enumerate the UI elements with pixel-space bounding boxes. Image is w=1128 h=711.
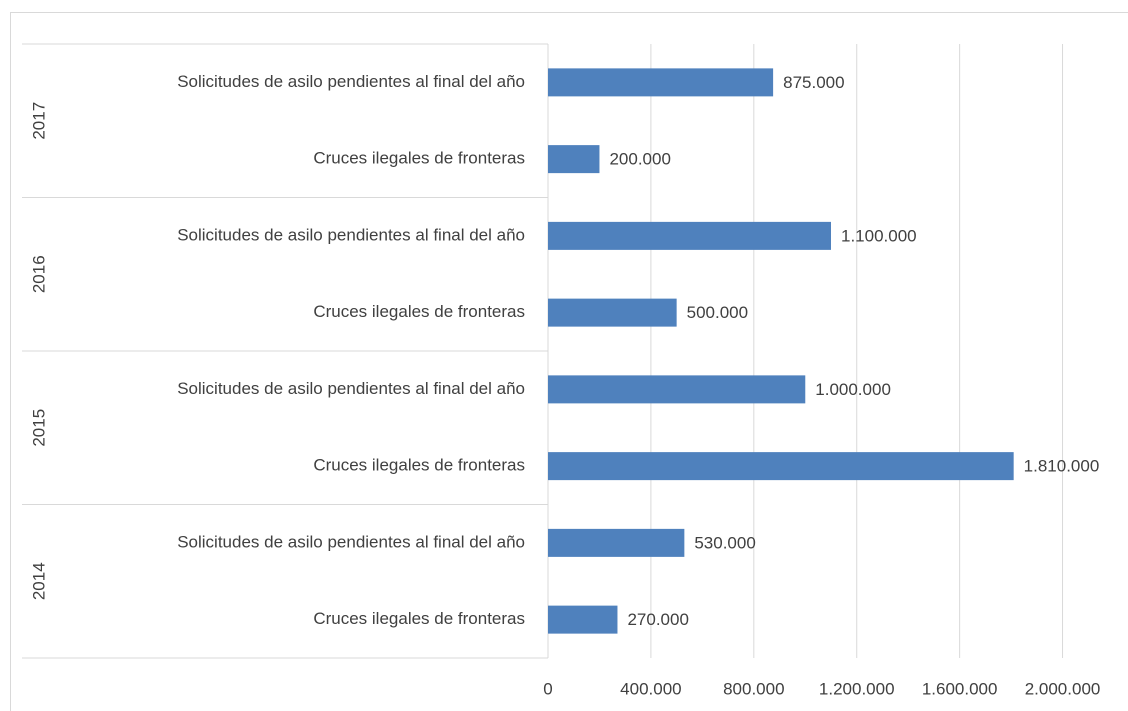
group-label: 2016 [29, 255, 48, 293]
y-tick-label: Solicitudes de asilo pendientes al final… [177, 225, 525, 244]
data-label: 200.000 [609, 150, 670, 169]
x-tick-label: 800.000 [723, 679, 784, 698]
data-label: 270.000 [627, 610, 688, 629]
bar [548, 145, 600, 174]
x-tick-label: 400.000 [620, 679, 681, 698]
x-tick-label: 0 [543, 679, 552, 698]
y-tick-label: Cruces ilegales de fronteras [313, 456, 525, 475]
bar [548, 528, 685, 557]
bar [548, 68, 774, 97]
y-tick-label: Cruces ilegales de fronteras [313, 609, 525, 628]
y-tick-label: Solicitudes de asilo pendientes al final… [177, 72, 525, 91]
chart-border [10, 12, 1128, 711]
bar [548, 375, 806, 404]
group-label: 2015 [29, 409, 48, 447]
group-label: 2017 [29, 102, 48, 140]
x-tick-label: 1.600.000 [922, 679, 998, 698]
data-label: 1.000.000 [815, 380, 891, 399]
bar [548, 298, 677, 327]
bar [548, 452, 1014, 481]
y-tick-label: Solicitudes de asilo pendientes al final… [177, 379, 525, 398]
bar [548, 605, 618, 634]
data-label: 530.000 [694, 533, 755, 552]
bar [548, 221, 831, 250]
data-label: 500.000 [687, 303, 748, 322]
y-tick-label: Cruces ilegales de fronteras [313, 149, 525, 168]
data-label: 1.810.000 [1024, 457, 1100, 476]
y-tick-label: Cruces ilegales de fronteras [313, 302, 525, 321]
data-label: 875.000 [783, 73, 844, 92]
x-tick-label: 1.200.000 [819, 679, 895, 698]
data-label: 1.100.000 [841, 226, 917, 245]
x-tick-label: 2.000.000 [1025, 679, 1101, 698]
y-tick-label: Solicitudes de asilo pendientes al final… [177, 532, 525, 551]
group-label: 2014 [29, 562, 48, 600]
